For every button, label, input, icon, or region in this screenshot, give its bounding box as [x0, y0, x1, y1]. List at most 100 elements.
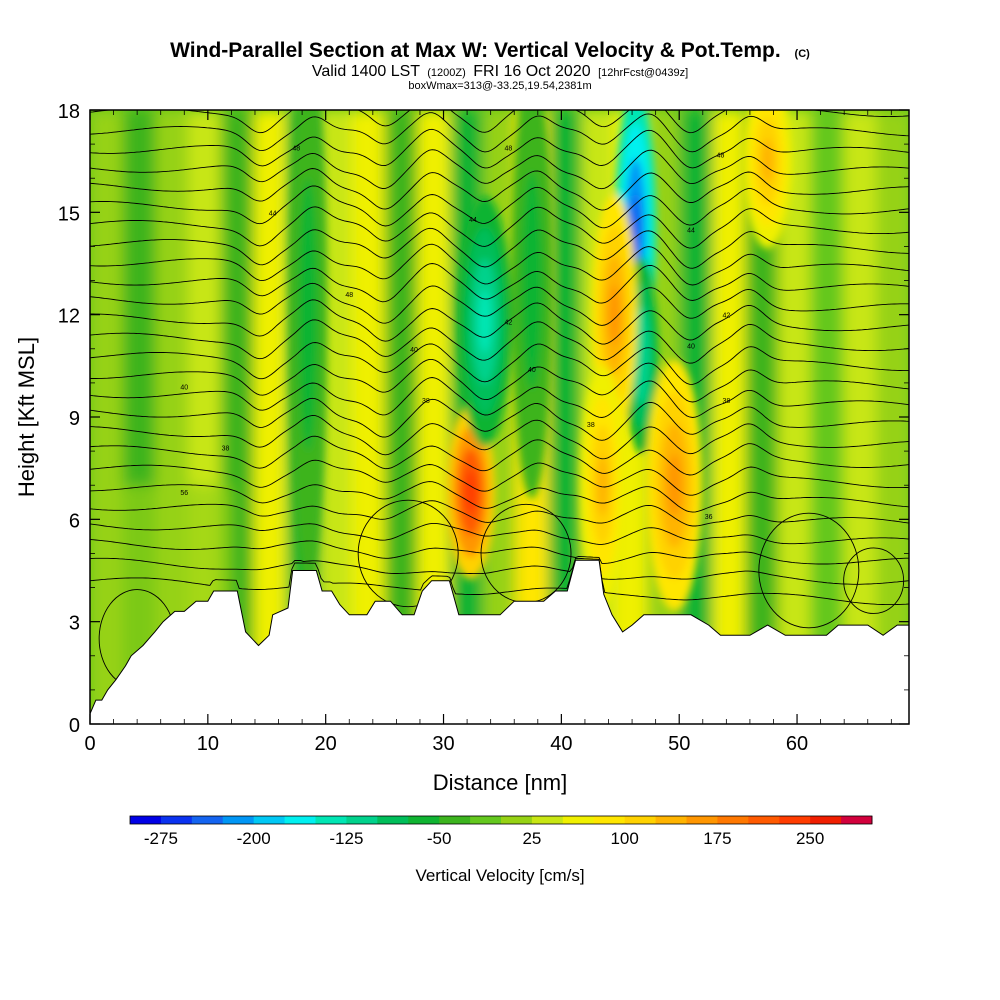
theta-contour-line — [90, 342, 909, 385]
y-tick-label: 6 — [69, 510, 80, 532]
colorbar-swatch — [531, 816, 564, 824]
colorbar-swatch — [315, 816, 347, 824]
colorbar-swatch — [655, 816, 687, 824]
theta-contour-line — [90, 128, 909, 169]
colorbar-tick-label: -125 — [329, 829, 363, 848]
x-tick-label: 20 — [315, 733, 337, 755]
theta-contour-line — [90, 185, 909, 229]
velocity-core — [596, 455, 609, 516]
velocity-field — [90, 110, 909, 714]
chart-title: Wind-Parallel Section at Max W: Vertical… — [170, 39, 781, 62]
theta-contour-closed — [357, 499, 459, 608]
wave-band — [712, 110, 748, 714]
wave-band — [810, 110, 846, 714]
theta-contour-line — [90, 263, 909, 304]
x-axis-label: Distance [nm] — [433, 770, 568, 795]
y-tick-label: 15 — [58, 203, 80, 225]
theta-contour-line — [90, 557, 909, 585]
colorbar-swatch — [346, 816, 378, 824]
x-tick-label: 60 — [786, 733, 808, 755]
x-tick-label: 10 — [197, 733, 219, 755]
theta-contour-label: 48 — [345, 292, 353, 299]
colorbar-swatch — [191, 816, 224, 824]
velocity-core — [761, 139, 774, 183]
y-tick-label: 3 — [69, 613, 80, 635]
theta-contour-label: 44 — [269, 210, 277, 217]
colorbar-swatch — [810, 816, 842, 824]
theta-contour-label: 38 — [587, 422, 595, 429]
theta-contour-line — [90, 522, 909, 545]
colorbar-label: Vertical Velocity [cm/s] — [415, 866, 584, 885]
theta-contour-labels: 56 38 40 48 44 48 40 38 48 44 42 40 38 48 44 42 40 38 36 — [180, 146, 730, 521]
colorbar-tick-label: -50 — [427, 829, 452, 848]
colorbar-swatch — [841, 816, 873, 824]
theta-contour-label: 42 — [722, 313, 730, 320]
colorbar — [129, 815, 873, 825]
subtitle-valid: Valid 1400 LST — [312, 63, 420, 80]
colorbar-swatch — [130, 816, 162, 824]
colorbar-swatch — [160, 816, 193, 824]
theta-contour-label: 38 — [422, 398, 430, 405]
colorbar-swatch — [748, 816, 780, 824]
theta-contour-line — [90, 377, 909, 418]
theta-contour-label: 40 — [528, 367, 536, 374]
theta-contour-line — [90, 459, 909, 496]
y-tick-label: 9 — [69, 408, 80, 430]
theta-contour-label: 48 — [292, 146, 300, 153]
theta-contour-label: 36 — [705, 514, 713, 521]
colorbar-tick-label: -200 — [237, 829, 271, 848]
colorbar-swatch — [470, 816, 502, 824]
x-tick-label: 30 — [432, 733, 454, 755]
x-tick-label: 0 — [84, 733, 95, 755]
subtitle-utc: (1200Z) — [427, 67, 466, 79]
x-tick-label: 50 — [668, 733, 690, 755]
theta-contour-label: 48 — [717, 152, 725, 159]
plot-area: 56 38 40 48 44 48 40 38 48 44 42 40 38 48 44 42 40 38 36 — [90, 110, 909, 724]
colorbar-swatch — [593, 816, 626, 824]
theta-contour-line — [90, 500, 909, 527]
terrain-outline — [90, 559, 909, 714]
colorbar-tick-label: -275 — [144, 829, 178, 848]
theta-contour-label: 40 — [410, 347, 418, 354]
colorbar-swatch — [779, 816, 811, 824]
colorbar-swatch — [253, 816, 286, 824]
theta-contour-line — [90, 319, 909, 364]
velocity-core — [303, 246, 313, 383]
colorbar-swatch — [624, 816, 657, 824]
x-axis: 0 10 20 30 40 50 60 — [84, 110, 892, 755]
velocity-core — [637, 331, 646, 381]
theta-contour-label: 44 — [687, 227, 695, 234]
colorbar-swatch — [222, 816, 255, 824]
theta-contour-label: 40 — [180, 384, 188, 391]
velocity-core — [526, 225, 538, 336]
theta-contour-line — [90, 539, 909, 565]
theta-contour-line — [90, 397, 909, 441]
colorbar-swatch — [284, 816, 316, 824]
colorbar-tick-label: 250 — [796, 829, 824, 848]
theta-contour-label: 48 — [504, 146, 512, 153]
theta-contour-line — [90, 282, 909, 326]
theta-contour-closed — [758, 512, 860, 629]
theta-contour-line — [90, 414, 909, 460]
theta-contour-label: 40 — [687, 343, 695, 350]
x-tick-label: 40 — [550, 733, 572, 755]
svg-text:Wind-Parallel Section at Max W: Wind-Parallel Section at Max W: Vertical… — [170, 39, 810, 62]
theta-contour-line — [90, 358, 909, 403]
colorbar-swatch — [439, 816, 471, 824]
theta-contour-line — [90, 481, 909, 513]
theta-contour-label: 56 — [180, 490, 188, 497]
theta-contour-closed — [843, 547, 905, 614]
box-info: boxWmax=313@-33.25,19.54,2381m — [408, 80, 591, 92]
theta-contour-line — [90, 168, 909, 211]
y-tick-label: 0 — [69, 715, 80, 737]
colorbar-tick-label: 100 — [610, 829, 638, 848]
theta-contour-line — [90, 110, 909, 134]
colorbar-swatch — [686, 816, 718, 824]
theta-contour-line — [90, 149, 909, 190]
theta-contour-label: 38 — [722, 398, 730, 405]
theta-contour-line — [90, 206, 909, 249]
theta-contour-line — [90, 112, 909, 153]
colorbar-ticks: -275 -200 -125 -50 25 100 175 250 — [144, 829, 824, 848]
